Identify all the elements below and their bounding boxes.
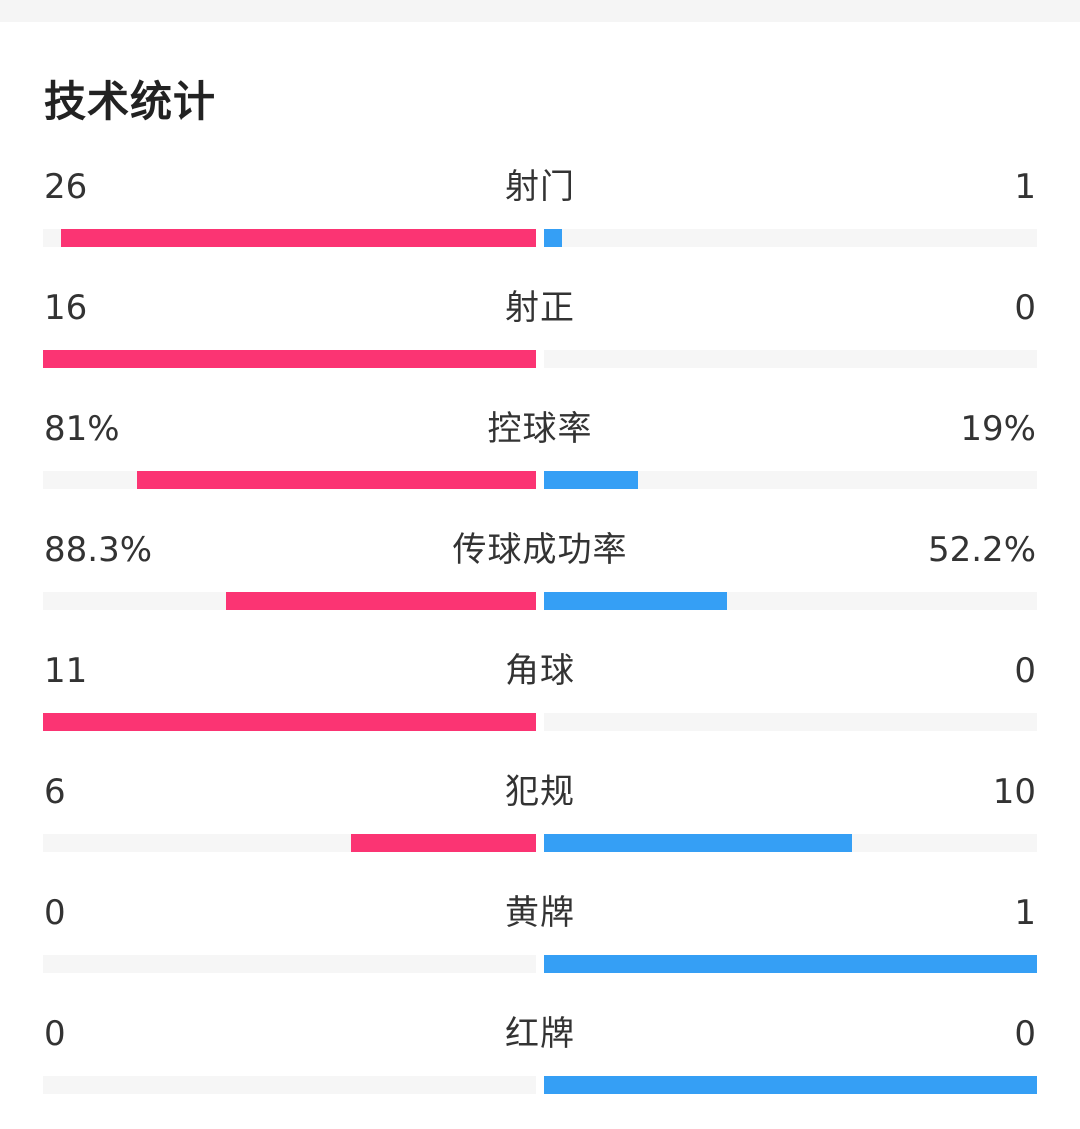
home-bar: [351, 834, 536, 852]
away-value: 0: [1014, 288, 1036, 328]
stat-label: 犯规: [505, 772, 575, 812]
stat-row: 88.3% 传球成功率 52.2%: [0, 528, 1080, 628]
home-bar: [137, 471, 536, 489]
home-bar-track: [43, 592, 536, 610]
stat-label: 控球率: [487, 409, 593, 449]
home-bar-track: [43, 471, 536, 489]
stat-row: 6 犯规 10: [0, 770, 1080, 870]
top-strip: [0, 0, 1080, 22]
stat-label: 传球成功率: [452, 530, 628, 570]
home-value: 88.3%: [44, 530, 153, 570]
home-value: 11: [44, 651, 88, 691]
home-value: 81%: [44, 409, 120, 449]
away-bar: [544, 955, 1037, 973]
away-bar-track: [544, 350, 1037, 368]
away-value: 52.2%: [927, 530, 1036, 570]
stat-label: 射正: [505, 288, 575, 328]
away-value: 1: [1014, 167, 1036, 207]
stat-label: 红牌: [505, 1014, 575, 1054]
away-value: 0: [1014, 1014, 1036, 1054]
home-bar-track: [43, 713, 536, 731]
away-bar-track: [544, 955, 1037, 973]
away-value: 0: [1014, 651, 1036, 691]
away-value: 19%: [960, 409, 1036, 449]
home-bar-track: [43, 955, 536, 973]
home-value: 0: [44, 893, 66, 933]
home-bar: [61, 229, 536, 247]
stat-label: 射门: [505, 167, 575, 207]
away-bar: [544, 471, 638, 489]
home-value: 6: [44, 772, 66, 812]
away-bar-track: [544, 713, 1037, 731]
away-bar-track: [544, 229, 1037, 247]
section-title: 技术统计: [44, 77, 217, 126]
stat-row: 0 红牌 0: [0, 1012, 1080, 1112]
away-bar: [544, 834, 852, 852]
home-bar-track: [43, 229, 536, 247]
stat-row: 16 射正 0: [0, 286, 1080, 386]
stat-row: 11 角球 0: [0, 649, 1080, 749]
away-value: 1: [1014, 893, 1036, 933]
home-bar-track: [43, 350, 536, 368]
home-bar: [226, 592, 536, 610]
stat-row: 81% 控球率 19%: [0, 407, 1080, 507]
home-bar-track: [43, 1076, 536, 1094]
away-bar-track: [544, 592, 1037, 610]
stat-label: 黄牌: [505, 893, 575, 933]
stat-label: 角球: [505, 651, 575, 691]
home-value: 26: [44, 167, 88, 207]
stat-row: 0 黄牌 1: [0, 891, 1080, 991]
away-bar-track: [544, 834, 1037, 852]
home-bar-track: [43, 834, 536, 852]
away-value: 10: [992, 772, 1036, 812]
home-value: 0: [44, 1014, 66, 1054]
away-bar: [544, 1076, 1037, 1094]
away-bar: [544, 229, 562, 247]
away-bar-track: [544, 1076, 1037, 1094]
away-bar: [544, 592, 727, 610]
home-bar: [43, 713, 536, 731]
away-bar-track: [544, 471, 1037, 489]
stat-row: 26 射门 1: [0, 165, 1080, 265]
home-bar: [43, 350, 536, 368]
home-value: 16: [44, 288, 88, 328]
